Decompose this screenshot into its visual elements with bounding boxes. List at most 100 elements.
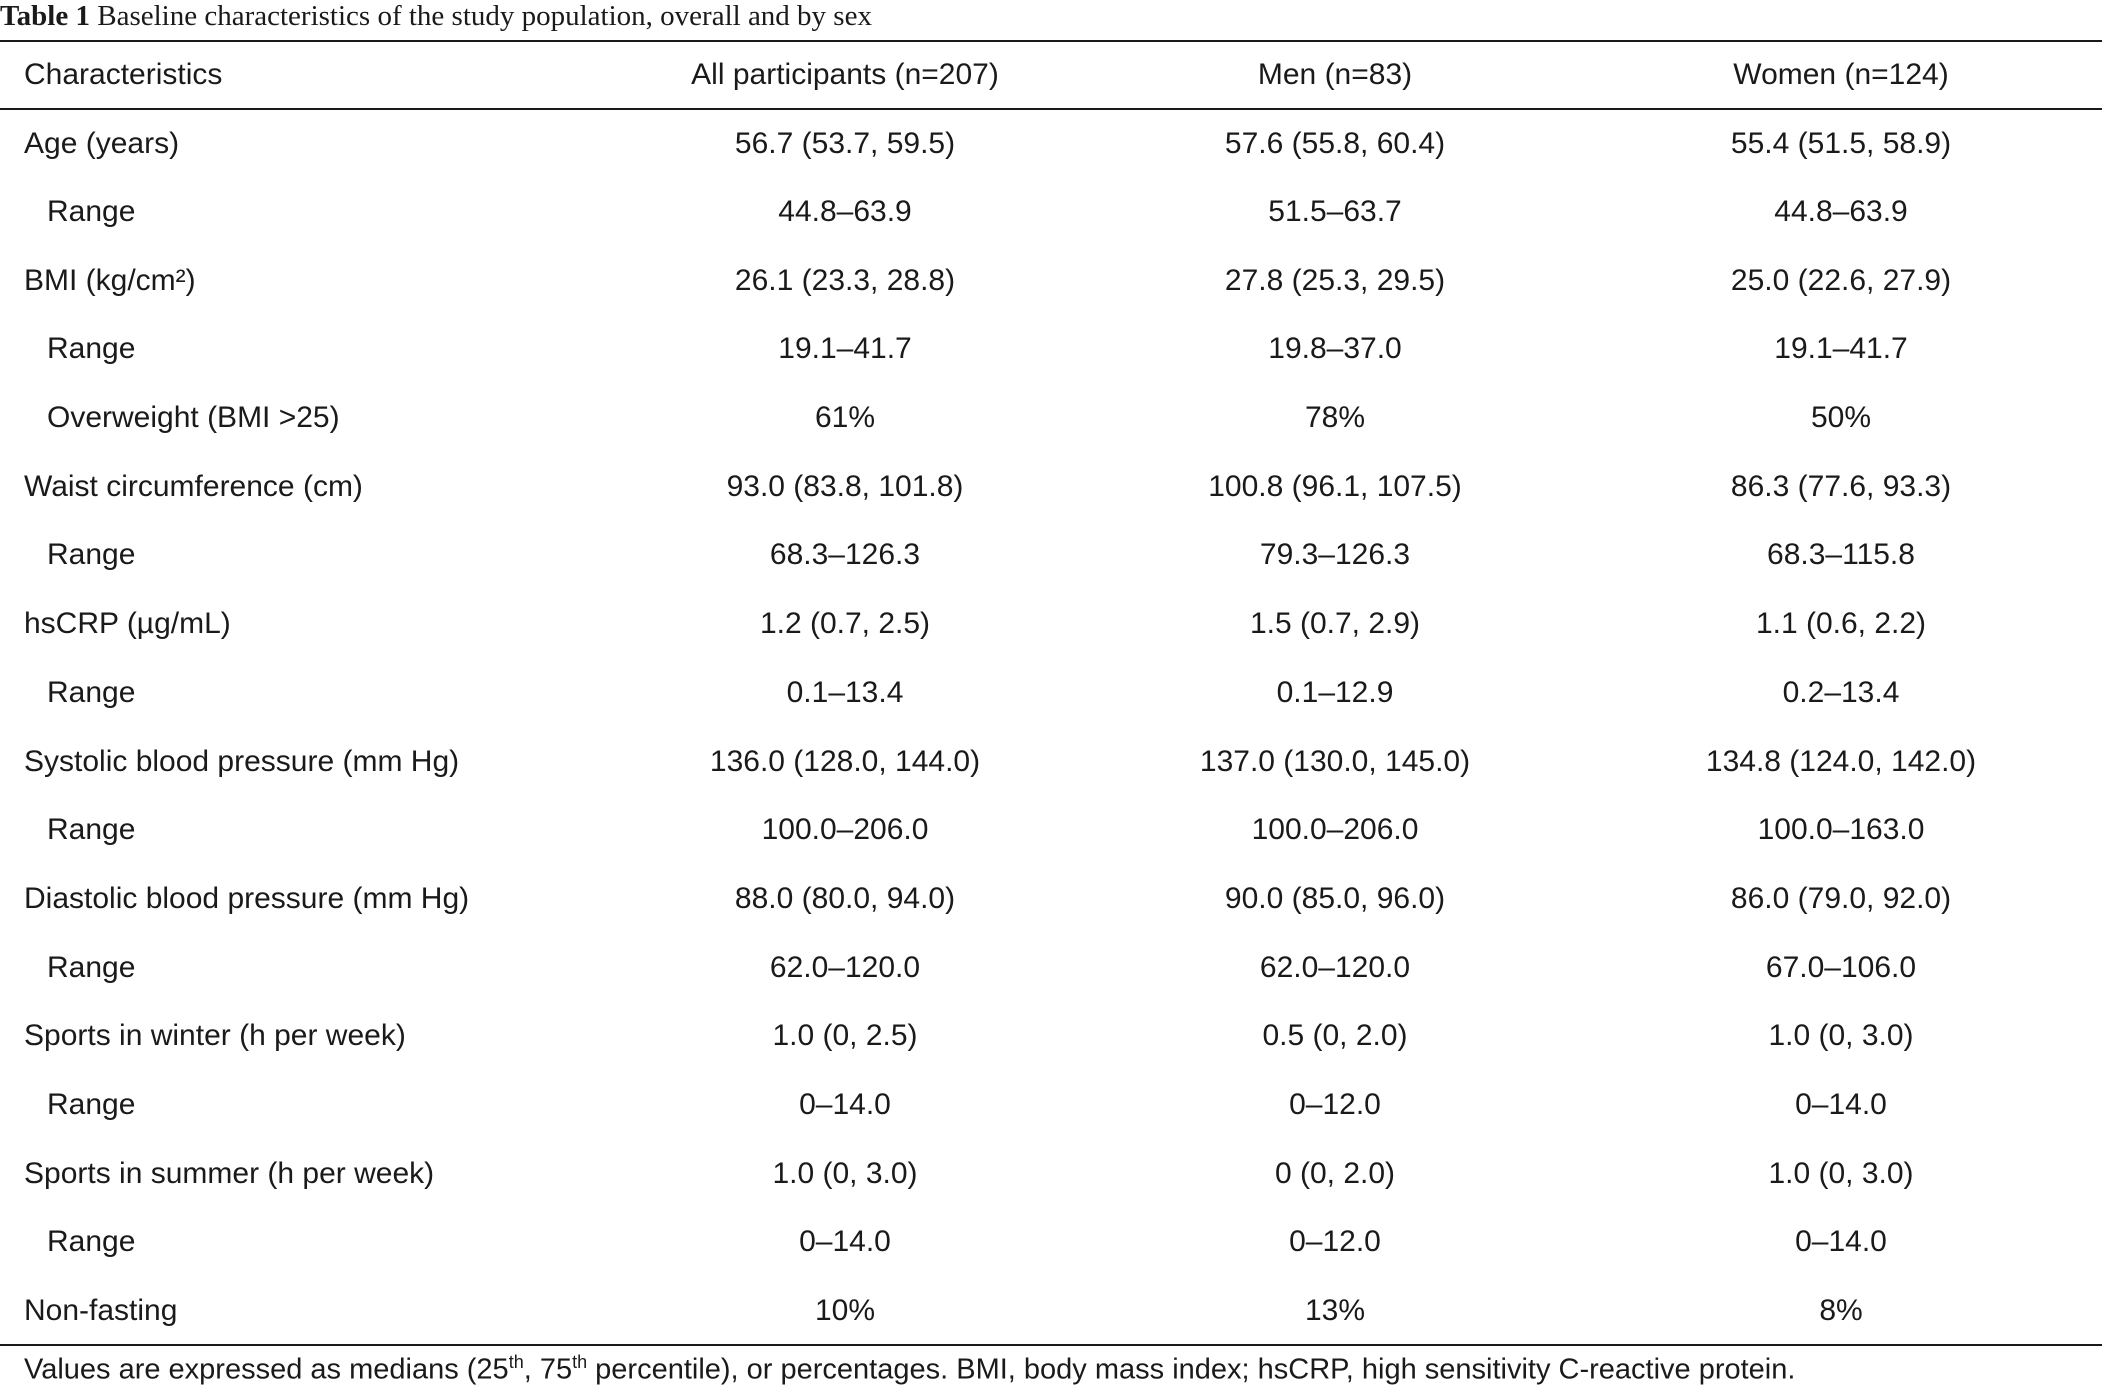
row-label: Range xyxy=(47,813,136,847)
cell-all-participants: 100.0–206.0 xyxy=(761,813,929,847)
header-row: Characteristics All participants (n=207)… xyxy=(0,41,2102,109)
cell-women: 0–14.0 xyxy=(1795,1087,1887,1121)
cell-women: 25.0 (22.6, 27.9) xyxy=(1730,263,1952,297)
footnote-text-3: percentile), or percentages. BMI, body m… xyxy=(587,1353,1796,1386)
table-row: Non-fasting 10% 13% 8% xyxy=(0,1277,2102,1346)
table-row: Range 100.0–206.0 100.0–206.0 100.0–163.0 xyxy=(0,796,2102,865)
table-row: Diastolic blood pressure (mm Hg) 88.0 (80… xyxy=(0,865,2102,934)
cell-women: 0–14.0 xyxy=(1795,1225,1887,1259)
cell-women: 134.8 (124.0, 142.0) xyxy=(1705,744,1977,778)
cell-men: 51.5–63.7 xyxy=(1268,195,1402,229)
cell-women: 67.0–106.0 xyxy=(1765,950,1917,984)
cell-men: 0–12.0 xyxy=(1289,1087,1381,1121)
footnote-text-1: Values are expressed as medians (25 xyxy=(24,1353,509,1386)
cell-men: 0.1–12.9 xyxy=(1276,675,1394,709)
cell-all-participants: 93.0 (83.8, 101.8) xyxy=(726,469,964,503)
table-row: Age (years) 56.7 (53.7, 59.5) 57.6 (55.8, … xyxy=(0,109,2102,178)
row-label: Systolic blood pressure (mm Hg) xyxy=(24,744,460,778)
row-label: Range xyxy=(47,1225,136,1259)
cell-women: 8% xyxy=(1819,1293,1863,1327)
cell-men: 78% xyxy=(1304,401,1366,435)
cell-women: 0.2–13.4 xyxy=(1782,675,1900,709)
table-body: Age (years) 56.7 (53.7, 59.5) 57.6 (55.8, … xyxy=(0,109,2102,1346)
row-label: Range xyxy=(47,538,136,572)
table-row: hsCRP (µg/mL) 1.2 (0.7, 2.5) 1.5 (0.7, 2.9… xyxy=(0,590,2102,659)
cell-women: 1.0 (0, 3.0) xyxy=(1768,1019,1914,1053)
table-caption-text: Baseline characteristics of the study po… xyxy=(97,0,872,32)
footnote-sup-2: th xyxy=(572,1352,588,1372)
cell-men: 0.5 (0, 2.0) xyxy=(1262,1019,1408,1053)
cell-women: 55.4 (51.5, 58.9) xyxy=(1730,126,1952,160)
cell-all-participants: 0–14.0 xyxy=(799,1225,891,1259)
cell-all-participants: 0–14.0 xyxy=(799,1087,891,1121)
table-row: BMI (kg/cm²) 26.1 (23.3, 28.8) 27.8 (25.3,… xyxy=(0,246,2102,315)
cell-all-participants: 136.0 (128.0, 144.0) xyxy=(709,744,981,778)
table-row: Range 62.0–120.0 62.0–120.0 67.0–106.0 xyxy=(0,933,2102,1002)
table-row: Range 19.1–41.7 19.8–37.0 19.1–41.7 xyxy=(0,315,2102,384)
cell-men: 90.0 (85.0, 96.0) xyxy=(1224,881,1446,915)
cell-all-participants: 44.8–63.9 xyxy=(778,195,912,229)
cell-all-participants: 19.1–41.7 xyxy=(778,332,912,366)
cell-all-participants: 56.7 (53.7, 59.5) xyxy=(734,126,956,160)
cell-women: 68.3–115.8 xyxy=(1767,538,1915,572)
table-row: Sports in summer (h per week) 1.0 (0, 3.0… xyxy=(0,1139,2102,1208)
cell-men: 27.8 (25.3, 29.5) xyxy=(1224,263,1446,297)
table-row: Range 44.8–63.9 51.5–63.7 44.8–63.9 xyxy=(0,178,2102,247)
cell-women: 100.0–163.0 xyxy=(1757,813,1925,847)
cell-all-participants: 1.2 (0.7, 2.5) xyxy=(759,607,931,641)
cell-men: 62.0–120.0 xyxy=(1259,950,1411,984)
table-caption-label: Table 1 xyxy=(0,0,90,32)
row-label: Diastolic blood pressure (mm Hg) xyxy=(24,881,470,915)
column-header-women: Women (n=124) xyxy=(1733,58,1949,91)
table-footnote: Values are expressed as medians (25th, 7… xyxy=(24,1352,1795,1387)
cell-all-participants: 88.0 (80.0, 94.0) xyxy=(734,881,956,915)
table-row: Overweight (BMI >25) 61% 78% 50% xyxy=(0,384,2102,453)
table-row: Range 0.1–13.4 0.1–12.9 0.2–13.4 xyxy=(0,659,2102,728)
table-row: Range 0–14.0 0–12.0 0–14.0 xyxy=(0,1208,2102,1277)
cell-all-participants: 1.0 (0, 3.0) xyxy=(772,1156,918,1190)
cell-women: 1.0 (0, 3.0) xyxy=(1768,1156,1914,1190)
cell-men: 100.0–206.0 xyxy=(1251,813,1419,847)
baseline-characteristics-table: Characteristics All participants (n=207)… xyxy=(0,40,2102,1346)
row-label: hsCRP (µg/mL) xyxy=(24,607,231,641)
row-label: Sports in summer (h per week) xyxy=(24,1156,435,1190)
cell-men: 100.8 (96.1, 107.5) xyxy=(1208,469,1462,503)
row-label: Range xyxy=(47,195,136,229)
cell-men: 57.6 (55.8, 60.4) xyxy=(1224,126,1446,160)
cell-all-participants: 0.1–13.4 xyxy=(786,675,904,709)
row-label: Sports in winter (h per week) xyxy=(24,1019,406,1053)
table-header: Characteristics All participants (n=207)… xyxy=(0,41,2102,109)
table-container: Characteristics All participants (n=207)… xyxy=(0,40,2102,1346)
cell-women: 50% xyxy=(1810,401,1872,435)
table-row: Range 68.3–126.3 79.3–126.3 68.3–115.8 xyxy=(0,521,2102,590)
cell-men: 13% xyxy=(1304,1293,1366,1327)
cell-men: 0–12.0 xyxy=(1289,1225,1381,1259)
column-header-characteristics: Characteristics xyxy=(24,58,223,91)
row-label: Non-fasting xyxy=(24,1293,178,1327)
table-caption: Table 1 Baseline characteristics of the … xyxy=(0,0,872,36)
cell-men: 19.8–37.0 xyxy=(1268,332,1402,366)
row-label: Age (years) xyxy=(24,126,180,160)
row-label: Range xyxy=(47,1087,136,1121)
cell-women: 86.3 (77.6, 93.3) xyxy=(1730,469,1952,503)
cell-men: 79.3–126.3 xyxy=(1259,538,1411,572)
cell-all-participants: 10% xyxy=(814,1293,876,1327)
cell-all-participants: 62.0–120.0 xyxy=(769,950,921,984)
cell-men: 1.5 (0.7, 2.9) xyxy=(1249,607,1421,641)
table-row: Range 0–14.0 0–12.0 0–14.0 xyxy=(0,1071,2102,1140)
cell-men: 137.0 (130.0, 145.0) xyxy=(1199,744,1471,778)
table-row: Waist circumference (cm) 93.0 (83.8, 101.… xyxy=(0,452,2102,521)
row-label: BMI (kg/cm²) xyxy=(24,263,196,297)
cell-women: 86.0 (79.0, 92.0) xyxy=(1730,881,1952,915)
cell-women: 19.1–41.7 xyxy=(1774,332,1908,366)
cell-all-participants: 68.3–126.3 xyxy=(769,538,921,572)
cell-women: 1.1 (0.6, 2.2) xyxy=(1755,607,1927,641)
cell-men: 0 (0, 2.0) xyxy=(1274,1156,1396,1190)
footnote-text-2: , 75 xyxy=(523,1353,573,1386)
footnote-sup-1: th xyxy=(508,1352,524,1372)
cell-all-participants: 1.0 (0, 2.5) xyxy=(772,1019,918,1053)
column-header-men: Men (n=83) xyxy=(1257,58,1413,91)
row-label: Range xyxy=(47,332,136,366)
row-label: Range xyxy=(47,675,136,709)
table-row: Systolic blood pressure (mm Hg) 136.0 (12… xyxy=(0,727,2102,796)
